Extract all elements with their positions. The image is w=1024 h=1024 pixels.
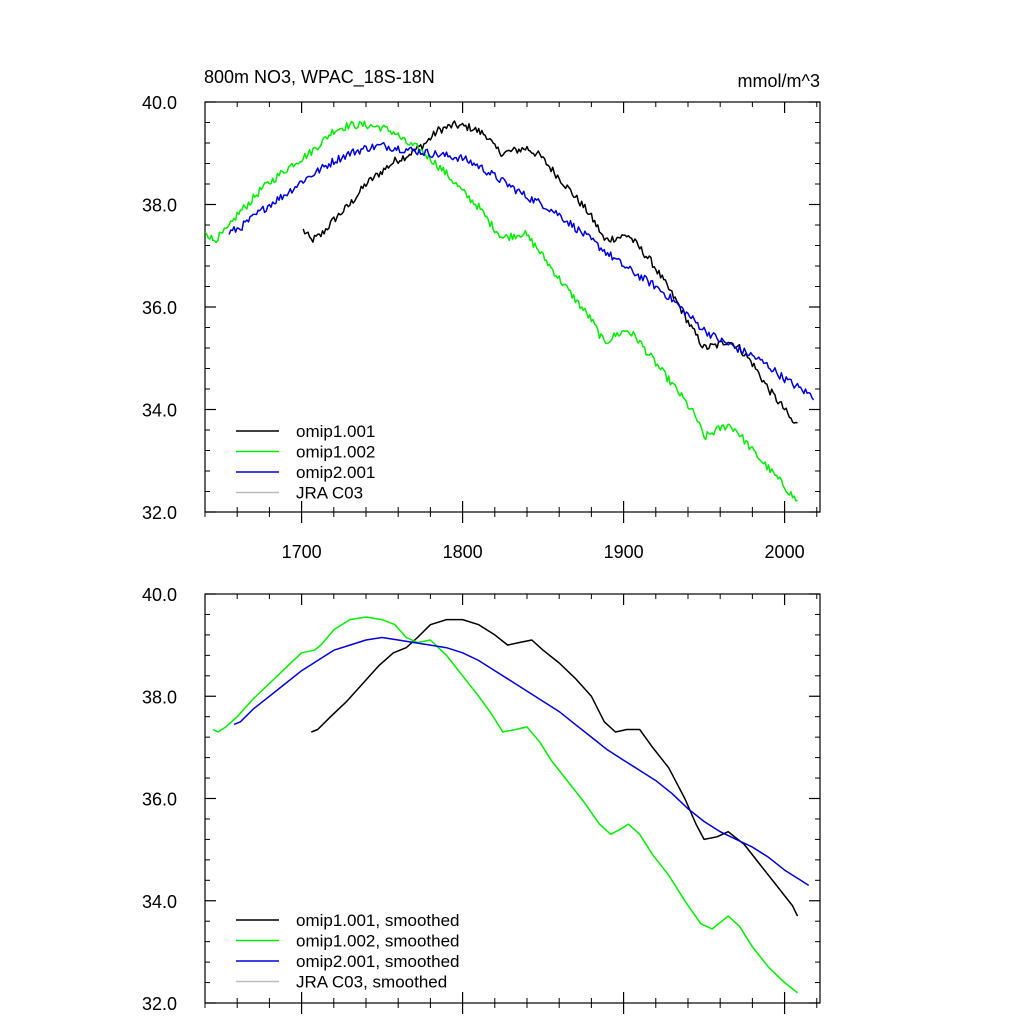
legend-label: omip1.002 <box>296 443 375 462</box>
y-tick-label: 32.0 <box>142 503 177 523</box>
legend-label: omip1.002, smoothed <box>296 932 460 951</box>
legend-label: JRA C03 <box>296 484 363 503</box>
legend-label: omip1.001, smoothed <box>296 911 460 930</box>
y-tick-label: 34.0 <box>142 892 177 912</box>
y-tick-label: 36.0 <box>142 790 177 810</box>
y-tick-label: 40.0 <box>142 585 177 605</box>
legend-label: omip2.001 <box>296 463 375 482</box>
y-tick-label: 40.0 <box>142 93 177 113</box>
chart-title: 800m NO3, WPAC_18S-18N <box>204 67 435 88</box>
x-tick-label: 1700 <box>282 542 322 562</box>
legend-label: omip1.001 <box>296 422 375 441</box>
series-line-0 <box>311 618 799 917</box>
y-tick-label: 32.0 <box>142 994 177 1014</box>
series-line-1 <box>212 616 798 994</box>
bottom-panel: 32.0 34.0 36.0 38.0 40.0 omip1.001, smoothed o… <box>142 585 821 1014</box>
series-line-0 <box>302 120 798 424</box>
series-line-2 <box>233 636 810 887</box>
series-line-1 <box>205 120 798 502</box>
x-tick-label: 1800 <box>443 542 483 562</box>
y-tick-label: 36.0 <box>142 298 177 318</box>
x-tick-label: 2000 <box>765 542 805 562</box>
legend-label: omip2.001, smoothed <box>296 952 460 971</box>
unit-label: mmol/m^3 <box>738 71 820 91</box>
top-panel: 1700 1800 1900 2000 32.0 34.0 36.0 38.0 40.0 omip… <box>142 93 821 562</box>
x-tick-label: 1900 <box>604 542 644 562</box>
y-tick-label: 38.0 <box>142 196 177 216</box>
y-tick-label: 34.0 <box>142 401 177 421</box>
y-tick-label: 38.0 <box>142 687 177 707</box>
series-line-2 <box>228 141 815 401</box>
legend-label: JRA C03, smoothed <box>296 973 447 992</box>
